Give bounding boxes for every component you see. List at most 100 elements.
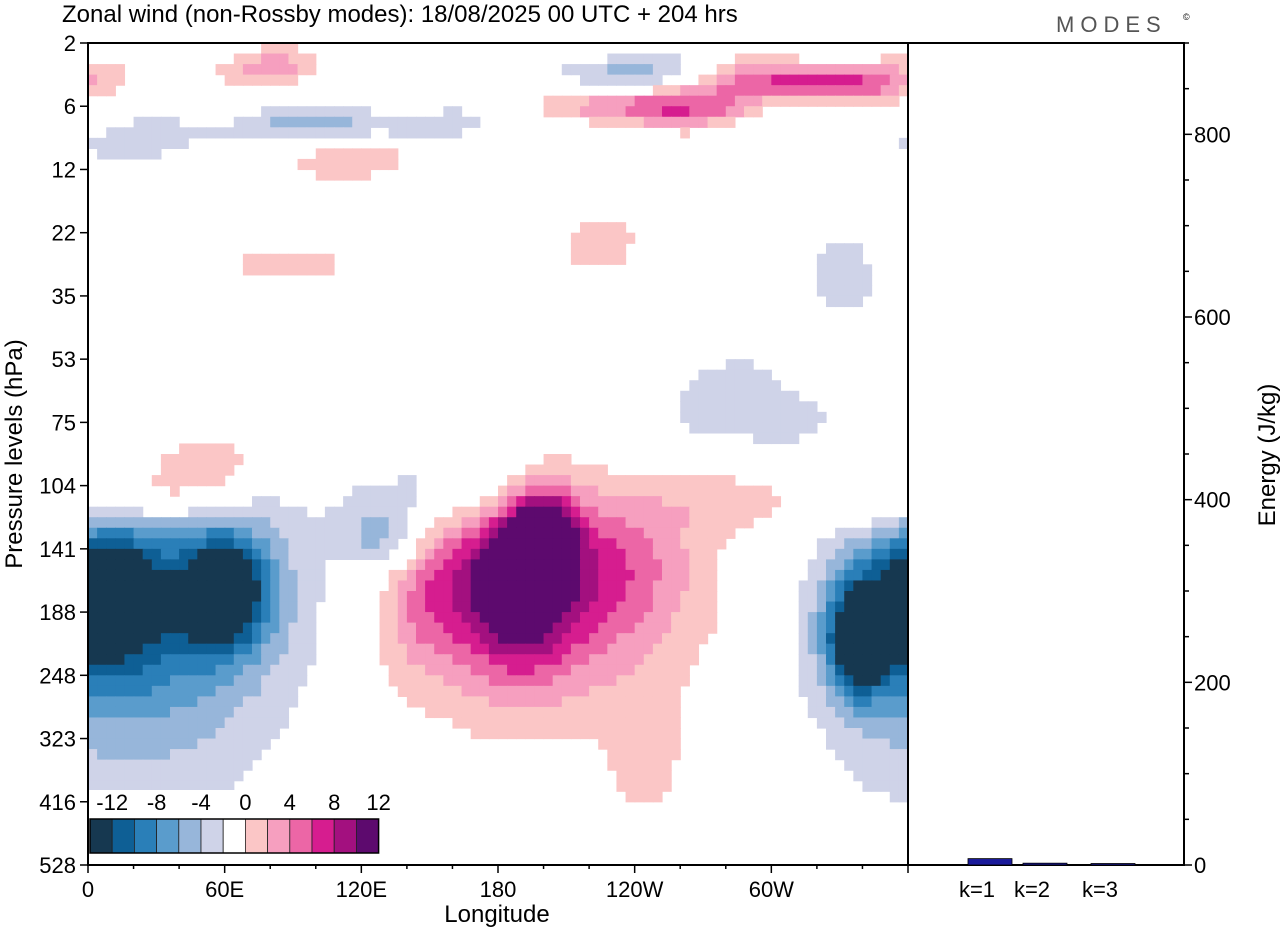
heatmap-cell	[671, 749, 681, 761]
heatmap-cell	[844, 643, 854, 655]
heatmap-cell	[270, 728, 280, 740]
heatmap-cell	[88, 685, 98, 697]
colorbar-swatch	[311, 818, 335, 854]
heatmap-cell	[698, 380, 709, 392]
heatmap-cell	[835, 580, 845, 592]
heatmap-cell	[170, 717, 180, 729]
heatmap-cell	[106, 64, 116, 76]
heatmap-cell	[261, 633, 271, 645]
heatmap-cell	[443, 559, 454, 571]
heatmap-cell	[698, 580, 709, 592]
heatmap-cell	[115, 137, 126, 149]
heatmap-cell	[470, 706, 481, 719]
heatmap-cell	[288, 612, 299, 624]
heatmap-cell	[270, 580, 280, 592]
heatmap-cell	[561, 643, 572, 655]
heatmap-cell	[224, 527, 235, 539]
heatmap-cell	[379, 643, 390, 655]
heatmap-cell	[115, 580, 126, 592]
heatmap-cell	[871, 664, 882, 676]
heatmap-cell	[142, 780, 153, 792]
heatmap-cell	[115, 770, 126, 782]
heatmap-cell	[561, 591, 572, 603]
heatmap-cell	[771, 380, 782, 392]
heatmap-cell	[288, 517, 299, 529]
heatmap-cell	[552, 685, 563, 697]
heatmap-cell	[880, 559, 891, 571]
heatmap-cell	[488, 496, 499, 508]
heatmap-cell	[525, 612, 536, 624]
heatmap-cell	[160, 654, 171, 666]
heatmap-cell	[297, 517, 308, 529]
heatmap-cell	[853, 685, 864, 697]
heatmap-cell	[379, 654, 390, 666]
heatmap-cell	[443, 696, 454, 708]
heatmap-cell	[88, 591, 98, 603]
heatmap-cell	[780, 95, 791, 107]
heatmap-cell	[270, 601, 280, 613]
heatmap-cell	[853, 612, 864, 624]
heatmap-cell	[671, 696, 681, 708]
heatmap-cell	[452, 696, 463, 708]
heatmap-cell	[889, 601, 900, 613]
heatmap-cell	[580, 706, 590, 719]
heatmap-cell	[525, 622, 536, 634]
heatmap-cell	[306, 591, 317, 603]
heatmap-cell	[570, 580, 581, 592]
heatmap-cell	[215, 759, 226, 771]
heatmap-cell	[334, 106, 344, 118]
heatmap-cell	[634, 654, 645, 666]
colorbar-swatch	[133, 818, 157, 854]
heatmap-cell	[534, 464, 545, 476]
heatmap-cell	[835, 738, 845, 750]
heatmap-cell	[170, 696, 180, 708]
heatmap-cell	[197, 454, 208, 466]
heatmap-cell	[160, 559, 171, 571]
heatmap-cell	[470, 728, 481, 740]
heatmap-cell	[589, 675, 599, 687]
heatmap-cell	[552, 633, 563, 645]
heatmap-cell	[853, 696, 864, 708]
heatmap-cell	[124, 612, 135, 624]
heatmap-cell	[634, 53, 645, 65]
heatmap-cell	[744, 422, 754, 434]
heatmap-cell	[215, 612, 226, 624]
heatmap-cell	[516, 728, 526, 740]
heatmap-cell	[242, 64, 253, 76]
heatmap-cell	[762, 95, 772, 107]
heatmap-cell	[643, 675, 654, 687]
heatmap-cell	[397, 485, 408, 497]
heatmap-cell	[552, 654, 563, 666]
heatmap-cell	[525, 475, 536, 487]
heatmap-cell	[844, 612, 854, 624]
heatmap-cell	[871, 85, 882, 97]
heatmap-cell	[343, 148, 353, 160]
heatmap-cell	[771, 64, 782, 76]
heatmap-cell	[634, 548, 645, 560]
heatmap-cell	[261, 496, 271, 508]
heatmap-cell	[261, 106, 271, 118]
heatmap-cell	[115, 759, 126, 771]
heatmap-cell	[133, 559, 144, 571]
heatmap-cell	[844, 654, 854, 666]
colorbar-swatch	[178, 818, 202, 854]
heatmap-cell	[589, 717, 599, 729]
heatmap-cell	[443, 675, 454, 687]
heatmap-cell	[789, 411, 800, 423]
heatmap-cell	[507, 633, 517, 645]
heatmap-cell	[416, 601, 426, 613]
heatmap-cell	[106, 506, 116, 518]
heatmap-cell	[97, 559, 107, 571]
heatmap-cell	[498, 728, 508, 740]
heatmap-cell	[124, 622, 135, 634]
heatmap-cell	[324, 127, 335, 139]
heatmap-cell	[662, 559, 672, 571]
heatmap-cell	[871, 527, 882, 539]
heatmap-cell	[452, 675, 463, 687]
heatmap-cell	[826, 64, 836, 76]
heatmap-cell	[233, 633, 244, 645]
heatmap-cell	[835, 253, 845, 265]
heatmap-cell	[270, 53, 280, 65]
heatmap-cell	[151, 580, 162, 592]
heatmap-cell	[297, 675, 308, 687]
